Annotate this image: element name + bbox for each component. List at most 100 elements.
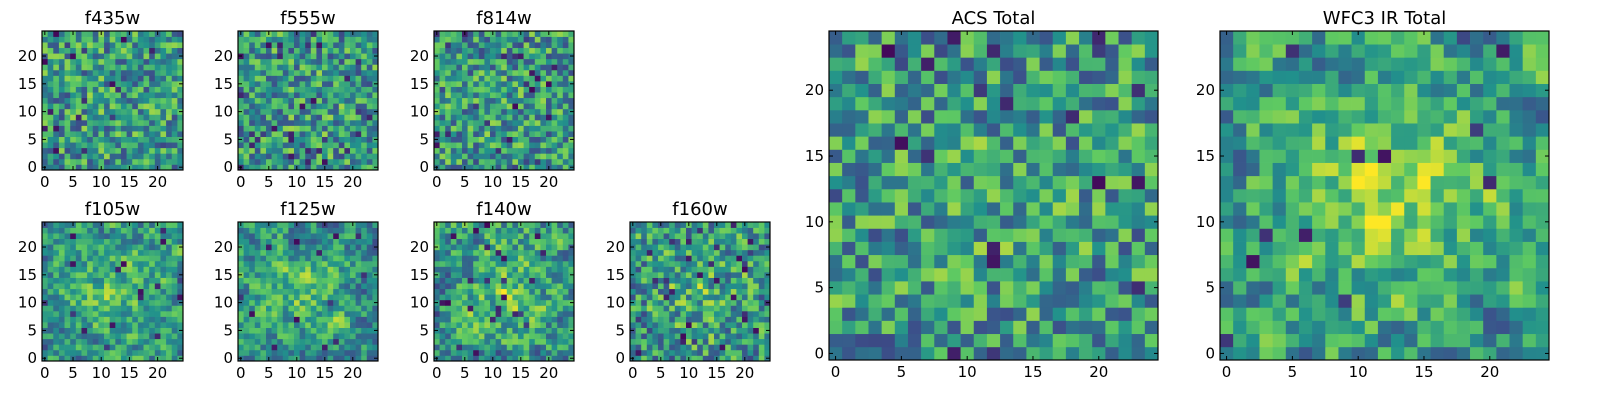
heatmap-cell: [87, 119, 94, 126]
heatmap-cell: [540, 294, 547, 301]
heatmap-cell: [98, 249, 105, 256]
heatmap-cell: [299, 266, 306, 273]
heatmap-cell: [160, 227, 167, 234]
heatmap-cells: [42, 222, 184, 362]
heatmap-cell: [361, 322, 368, 328]
heatmap-cell: [669, 266, 676, 273]
heatmap-cell: [92, 266, 99, 273]
heatmap-cell: [439, 310, 446, 317]
heatmap-cell: [646, 283, 653, 290]
heatmap-cell: [249, 355, 256, 362]
heatmap-cell: [1092, 162, 1106, 177]
heatmap-cell: [868, 267, 882, 282]
heatmap-cell: [132, 327, 139, 334]
heatmap-cell: [126, 310, 133, 317]
heatmap-cell: [277, 147, 284, 154]
heatmap-cell: [115, 349, 122, 356]
heatmap-cell: [540, 272, 547, 278]
heatmap-cell: [282, 299, 289, 306]
heatmap-cell: [282, 75, 289, 82]
heatmap-cell: [171, 316, 178, 323]
heatmap-cell: [758, 344, 765, 351]
heatmap-cell: [736, 327, 743, 334]
heatmap-cell: [355, 338, 362, 345]
heatmap-cell: [445, 233, 452, 240]
heatmap-cell: [310, 164, 317, 171]
heatmap-cell: [322, 131, 328, 137]
heatmap-cell: [652, 355, 659, 362]
heatmap-cell: [355, 266, 362, 273]
heatmap-cell: [641, 344, 648, 351]
heatmap-cell: [568, 349, 575, 356]
heatmap-cell: [473, 288, 480, 295]
heatmap-cell: [132, 114, 139, 121]
heatmap-cell: [725, 327, 732, 334]
heatmap-cell: [518, 288, 524, 295]
heatmap-cell: [58, 355, 65, 362]
heatmap-cell: [512, 119, 519, 126]
heatmap-cell: [70, 338, 77, 345]
heatmap-cell: [120, 114, 127, 121]
heatmap-cell: [747, 288, 754, 295]
heatmap-cell: [42, 266, 48, 273]
heatmap-cell: [697, 305, 704, 312]
heatmap-cell: [947, 254, 961, 269]
heatmap-cell: [557, 344, 564, 351]
heatmap-cell: [81, 249, 88, 256]
heatmap-cell: [92, 355, 99, 362]
heatmap-cell: [254, 119, 261, 126]
heatmap-cell: [473, 355, 480, 362]
heatmap-cell: [445, 244, 452, 251]
heatmap-cell: [540, 277, 547, 284]
heatmap-cell: [512, 42, 519, 49]
heatmap-cell: [260, 310, 267, 317]
heatmap-cell: [70, 47, 77, 54]
heatmap-cell: [120, 322, 127, 328]
heatmap-cell: [478, 114, 485, 121]
heatmap-cell: [344, 53, 351, 60]
heatmap-cell: [316, 142, 323, 149]
heatmap-cell: [562, 322, 569, 328]
heatmap-cell: [518, 158, 524, 165]
heatmap-cell: [361, 349, 368, 356]
heatmap-cell: [338, 164, 345, 171]
heatmap-cell: [243, 305, 250, 312]
heatmap-cell: [333, 108, 340, 115]
heatmap-cell: [310, 294, 317, 301]
heatmap-cell: [546, 272, 552, 278]
heatmap-cell: [344, 114, 351, 121]
heatmap-cell: [495, 47, 502, 54]
axes-frame: [237, 30, 379, 171]
y-tick-label: 10: [18, 294, 37, 312]
heatmap-cell: [973, 281, 988, 295]
heatmap-cell: [53, 355, 60, 362]
heatmap-cell: [243, 147, 250, 154]
heatmap-cell: [109, 255, 116, 262]
heatmap-cell: [166, 272, 173, 278]
heatmap-cell: [829, 254, 843, 269]
heatmap-cell: [501, 244, 508, 251]
heatmap-cell: [271, 355, 278, 362]
heatmap-cell: [355, 222, 362, 228]
heatmap-cell: [316, 158, 323, 165]
heatmap-cell: [47, 142, 54, 149]
panel-title: f814w: [476, 8, 531, 29]
heatmap-cell: [120, 31, 127, 37]
heatmap-cell: [495, 260, 502, 267]
heatmap-cell: [506, 355, 513, 362]
heatmap-cell: [1065, 188, 1080, 203]
heatmap-cell: [143, 249, 150, 256]
heatmap-cell: [540, 349, 547, 356]
y-tick-label: 0: [223, 349, 233, 367]
heatmap-cell: [166, 233, 173, 240]
heatmap-cell: [47, 69, 54, 76]
heatmap-cell: [1013, 202, 1027, 216]
heatmap-cell: [243, 294, 250, 301]
heatmap-cell: [473, 136, 480, 143]
heatmap-cell: [299, 244, 306, 251]
heatmap-cell: [467, 349, 474, 356]
heatmap-cell: [445, 288, 452, 295]
heatmap-cell: [294, 277, 300, 284]
heatmap-cell: [708, 344, 715, 351]
heatmap-cell: [1092, 202, 1106, 216]
